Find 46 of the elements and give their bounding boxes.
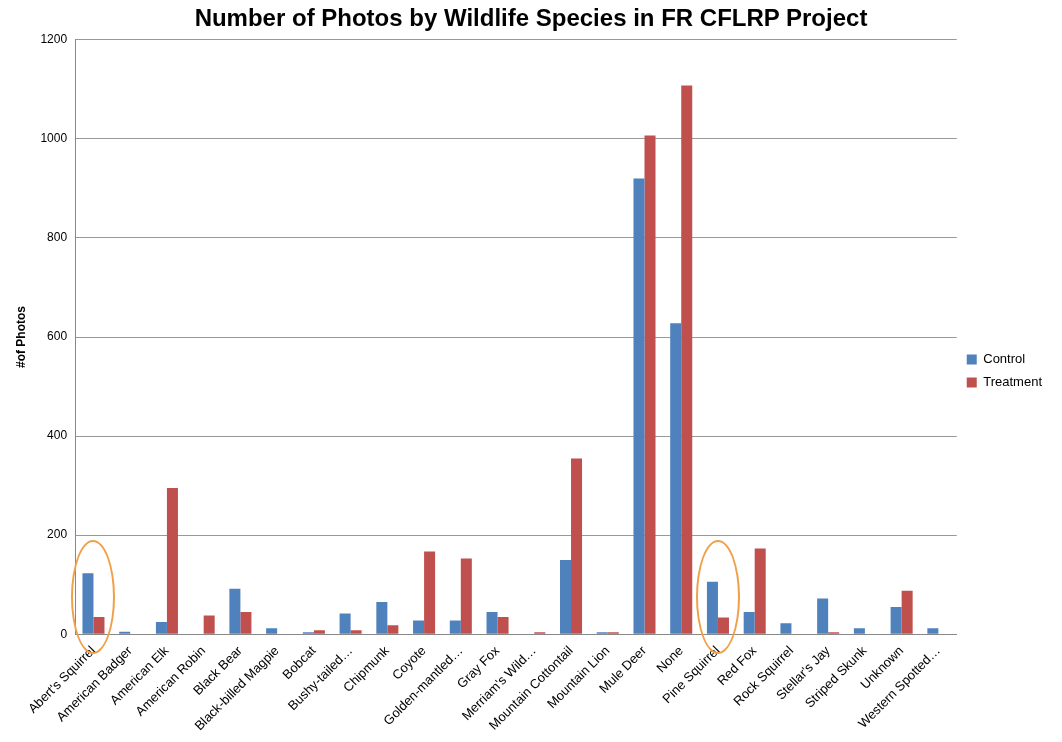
- bar: [387, 625, 399, 634]
- bar: [313, 630, 325, 634]
- bar: [486, 611, 498, 634]
- bar: [927, 628, 939, 634]
- bar: [560, 559, 572, 634]
- bar: [240, 611, 252, 634]
- legend-label: Treatment: [983, 374, 1043, 390]
- bar: [497, 616, 509, 634]
- bar: [817, 598, 829, 634]
- bar: [155, 621, 167, 634]
- chart-title: Number of Photos by Wildlife Species in FR CFLRP Project: [194, 4, 868, 32]
- y-tick-label: 400: [47, 428, 68, 443]
- legend-label: Control: [983, 351, 1026, 367]
- bar: [350, 630, 362, 634]
- bar: [376, 602, 388, 634]
- y-tick-label: 200: [47, 527, 68, 542]
- y-tick-label: 600: [47, 329, 68, 344]
- y-tick-label: 800: [47, 230, 68, 245]
- bar: [853, 628, 865, 634]
- bar: [203, 615, 215, 634]
- bar: [460, 558, 472, 634]
- bar: [571, 458, 583, 634]
- bar: [424, 551, 436, 634]
- bar: [449, 620, 461, 634]
- bar: [644, 135, 656, 634]
- bar: [901, 590, 913, 634]
- y-tick-label: 1200: [40, 32, 68, 47]
- bar: [670, 323, 682, 634]
- bar: [266, 628, 278, 634]
- bar: [339, 613, 351, 634]
- bar: [633, 178, 645, 634]
- bar: [413, 620, 425, 634]
- bar: [780, 623, 792, 634]
- bar: [890, 607, 902, 634]
- bar: [743, 611, 755, 634]
- y-tick-label: 1000: [40, 131, 68, 146]
- bar: [166, 488, 178, 634]
- bar: [717, 617, 729, 634]
- bar: [93, 616, 105, 634]
- bar: [706, 581, 718, 634]
- bar: [754, 548, 766, 634]
- y-tick-label: 0: [60, 626, 68, 641]
- bar: [681, 85, 693, 634]
- bar: [82, 573, 94, 634]
- bar: [229, 588, 241, 634]
- y-axis-title: #of Photos: [13, 305, 28, 369]
